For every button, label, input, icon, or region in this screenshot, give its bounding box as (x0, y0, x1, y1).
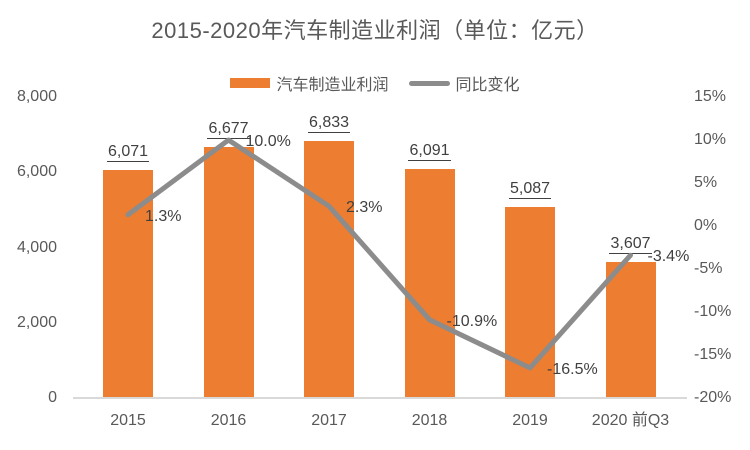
y-axis-right-tick: -20% (694, 389, 732, 406)
y-axis-left-tick: 2,000 (16, 313, 57, 331)
line-value-label: -16.5% (547, 360, 598, 378)
x-axis-label: 2018 (411, 412, 448, 429)
y-axis-right-tick: -5% (694, 260, 723, 277)
x-axis-line (73, 397, 687, 399)
y-axis-left-tick: 8,000 (16, 88, 57, 105)
x-axis-label: 2020 前Q3 (591, 412, 670, 429)
bar-value-label: 6,677 (207, 119, 250, 139)
y-axis-right-tick: 0% (694, 217, 718, 234)
x-axis-label: 2016 (210, 412, 247, 429)
line-value-label: -3.4% (647, 248, 690, 266)
y-axis-right-tick: -15% (694, 346, 732, 363)
line-value-label: 1.3% (145, 207, 182, 225)
line-value-label: -10.9% (446, 312, 498, 330)
bar-series-swatch-icon (230, 78, 271, 88)
bar-2020 前Q3 (605, 262, 656, 397)
bar-2016 (203, 146, 254, 397)
legend: 汽车制造业利润 同比变化 (0, 71, 750, 95)
bar-2017 (304, 140, 354, 397)
bar-2015 (103, 169, 153, 397)
bar-value-label: 6,071 (106, 142, 150, 162)
bar-value-label: 6,091 (408, 141, 451, 161)
bar-2018 (404, 168, 455, 397)
bar-value-label: 5,087 (508, 179, 552, 199)
line-value-label: 10.0% (245, 133, 291, 150)
x-axis-label: 2019 (512, 412, 548, 429)
y-axis-right-tick: 15% (694, 88, 727, 105)
legend-item-profit: 汽车制造业利润 (230, 71, 389, 95)
line-series-swatch-icon (408, 80, 450, 86)
chart-title: 2015-2020年汽车制造业利润（单位：亿元） (151, 18, 599, 43)
y-axis-right-tick: -10% (694, 303, 732, 320)
y-axis-left-tick: 0 (48, 389, 57, 406)
legend-label-profit: 汽车制造业利润 (276, 77, 389, 94)
y-axis-right-tick: 5% (694, 174, 718, 191)
x-axis-label: 2017 (311, 412, 347, 429)
y-axis-left-tick: 4,000 (16, 238, 57, 256)
line-value-label: 2.3% (346, 199, 383, 217)
legend-item-yoy: 同比变化 (408, 71, 520, 95)
y-axis-right-tick: 10% (694, 131, 727, 148)
legend-label-yoy: 同比变化 (455, 77, 520, 94)
x-axis-label: 2015 (110, 412, 146, 429)
y-axis-left-tick: 6,000 (16, 163, 57, 181)
bar-value-label: 6,833 (307, 113, 351, 133)
